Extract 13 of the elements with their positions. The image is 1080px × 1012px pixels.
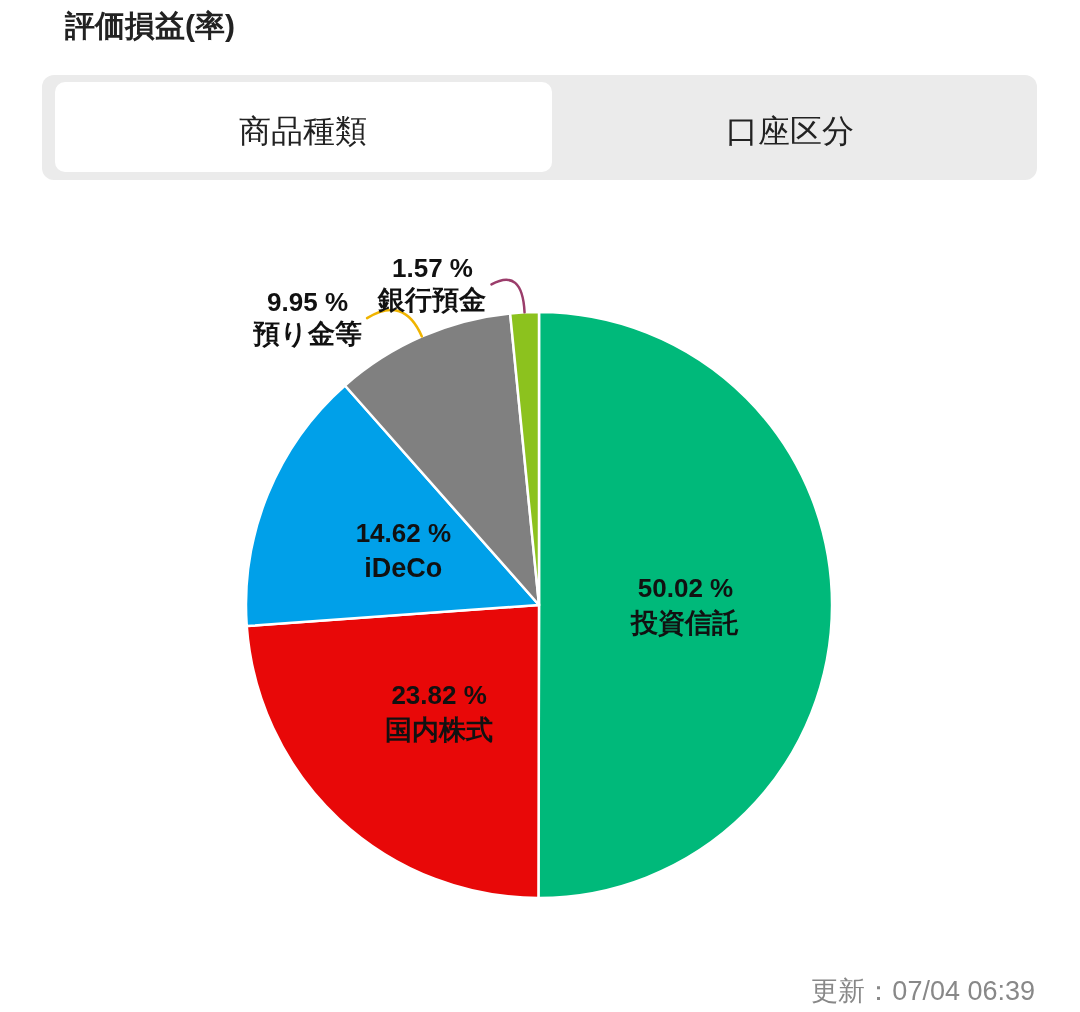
data-label: 50.02 % [637,573,734,604]
slice-label: 預り金等 [252,319,363,350]
data-label: 23.82 % [391,680,487,711]
text: 更新：07/04 06:39 [811,976,1035,1006]
data-label: 14.62 % [355,517,452,548]
header: 評価損益(率) [65,9,235,42]
tab-label: 口座区分 [726,113,854,149]
slice-label: 投資信託 [630,608,740,639]
slice-label: 国内株式 [385,715,494,746]
slice-label: iDeCo [364,552,443,583]
data-label: 1.57 % [392,253,473,284]
slice-label: 銀行預金 [377,285,487,316]
data-label: 9.95 % [267,287,349,318]
